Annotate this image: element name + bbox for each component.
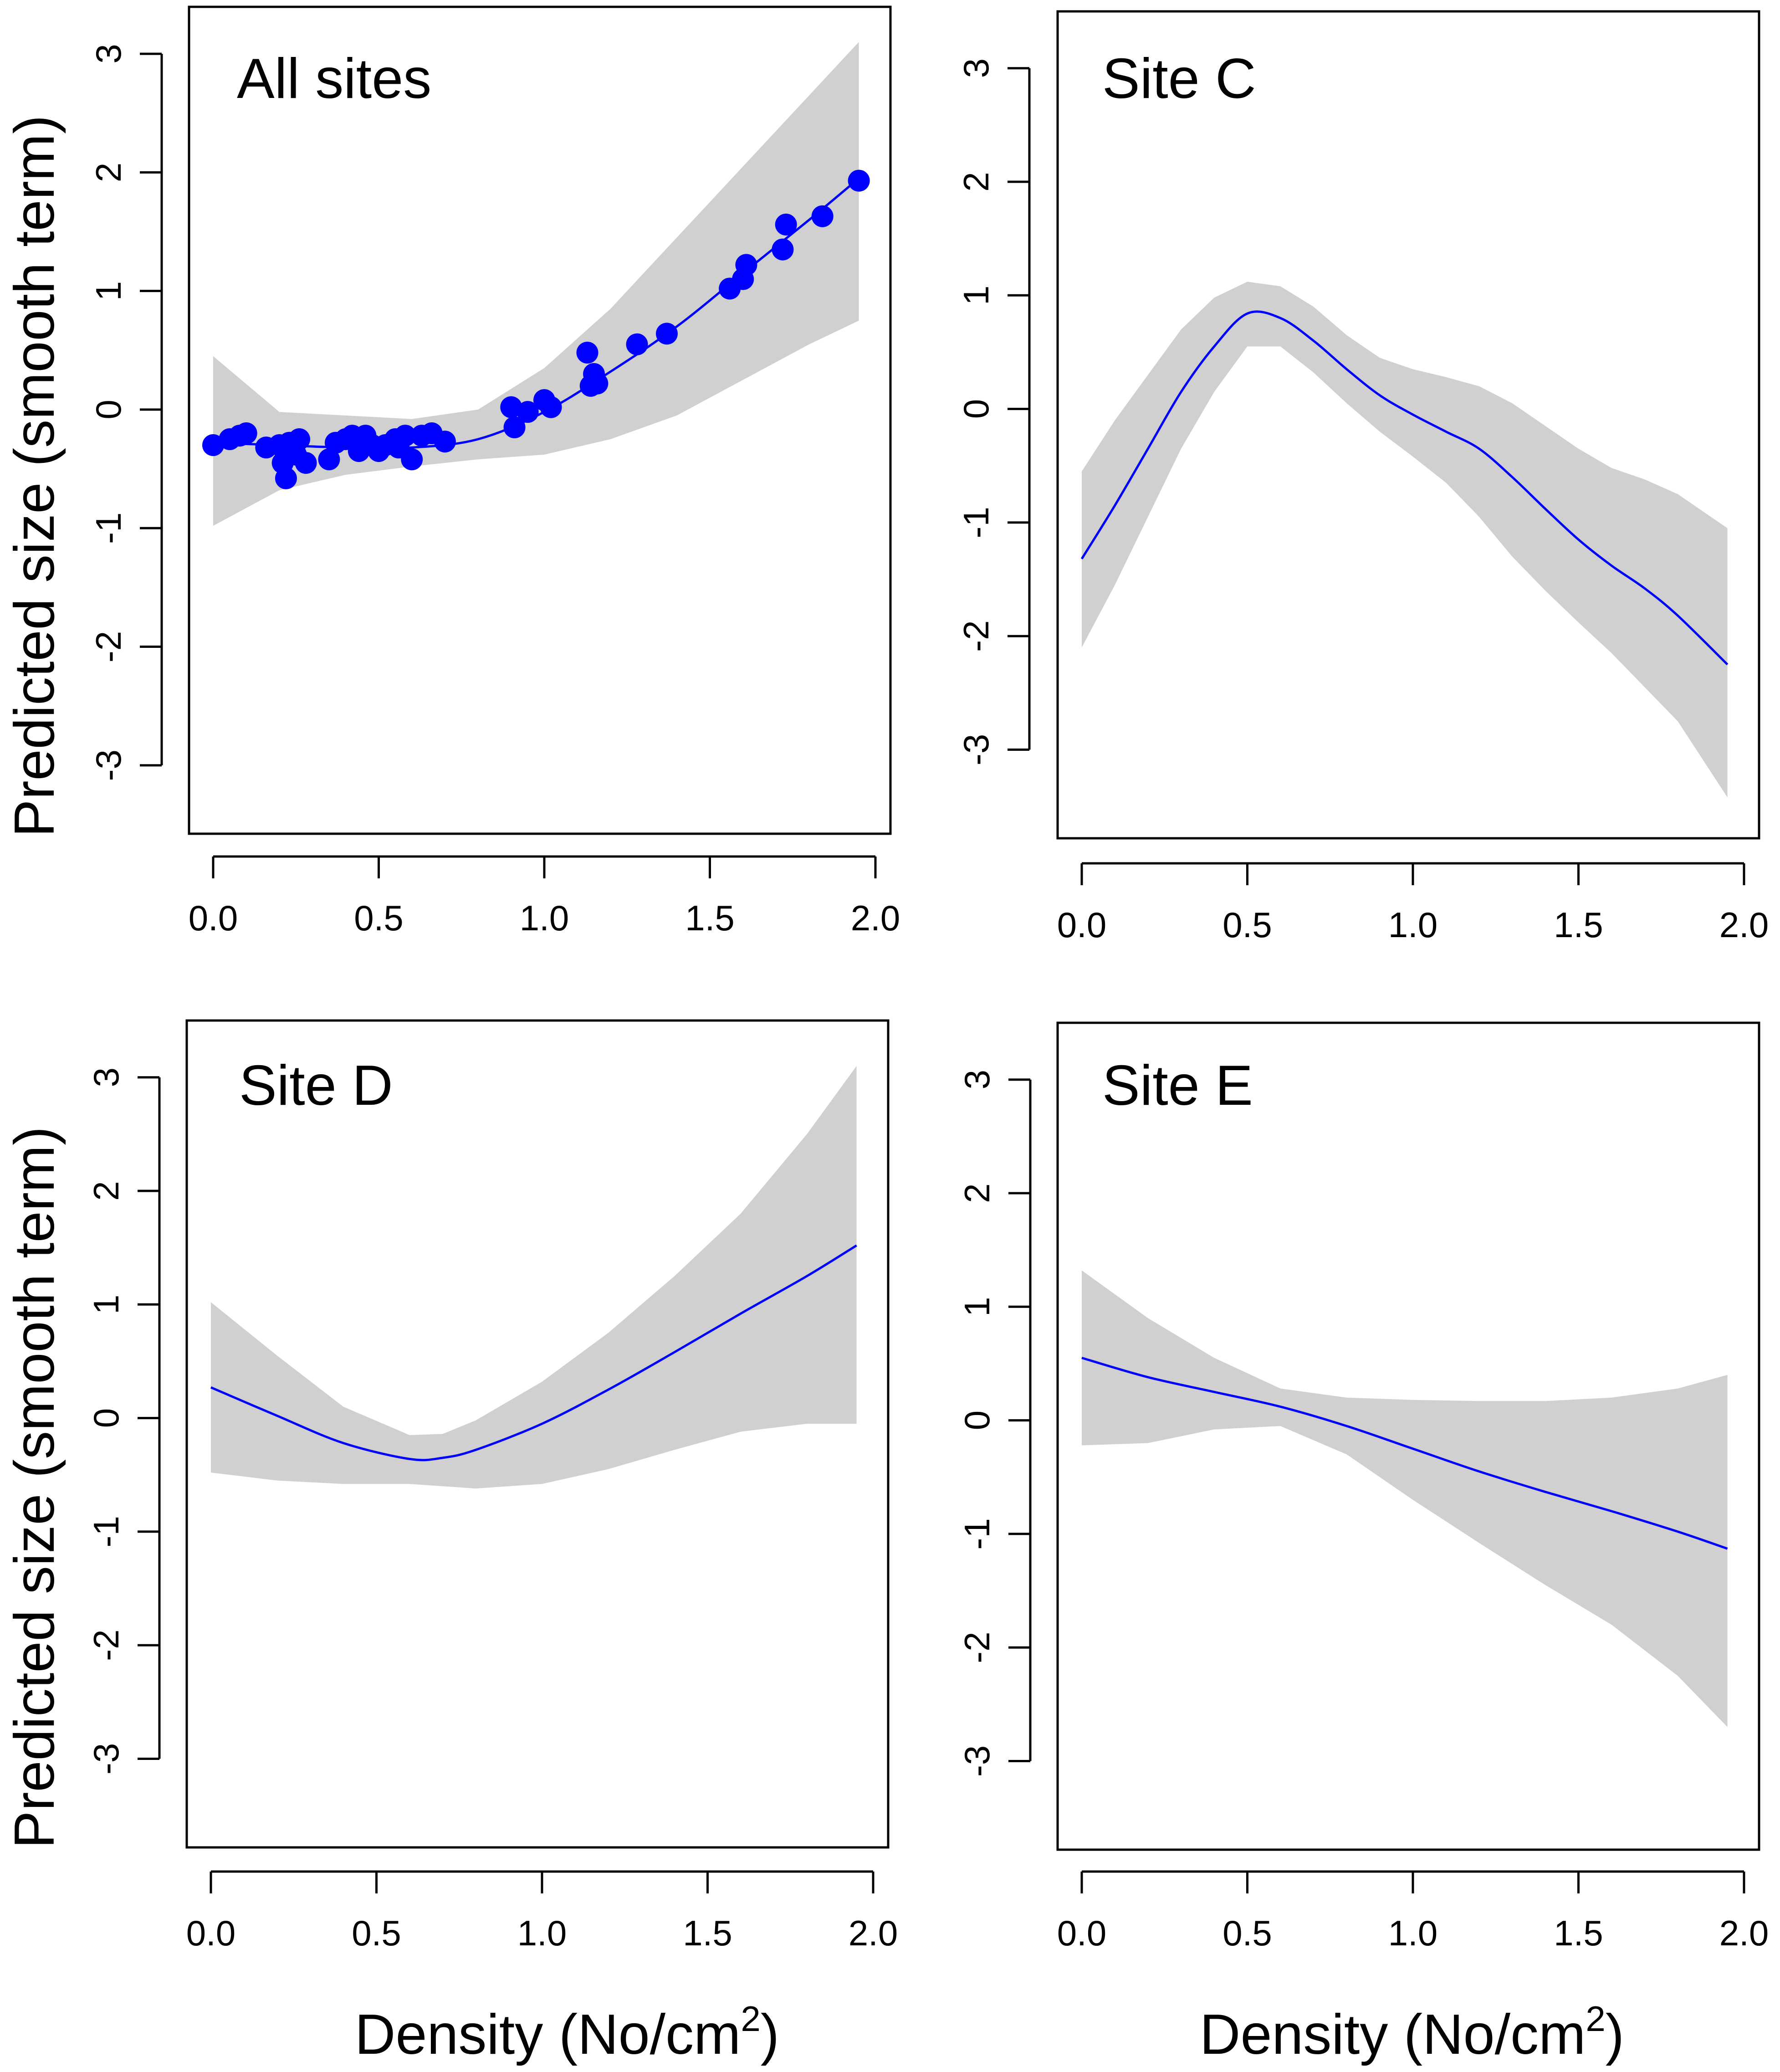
y-tick-label: 2 <box>88 163 128 182</box>
x-tick-label: 1.0 <box>520 898 569 938</box>
y-tick-label: 0 <box>88 400 128 419</box>
x-tick-label: 1.0 <box>517 1913 567 1953</box>
y-axis-label-bottom: Predicted size (smooth term) <box>3 1127 66 1849</box>
data-point <box>626 333 648 355</box>
panel-title: Site E <box>1102 1054 1253 1117</box>
y-axis-label-top: Predicted size (smooth term) <box>3 115 66 837</box>
data-point <box>517 401 539 423</box>
x-tick-label: 0.5 <box>1222 905 1272 945</box>
plot-frame <box>1056 1021 1760 1851</box>
y-tick-label: 3 <box>86 1067 126 1087</box>
y-tick-label: 0 <box>956 399 996 419</box>
y-tick-label: 1 <box>957 1297 997 1317</box>
confidence-band <box>211 1066 857 1489</box>
data-point <box>586 372 609 395</box>
confidence-band <box>1082 282 1728 798</box>
panel-all-sites: 0.0 0.5 1.0 1.5 2.0 -3 -2 -1 0 1 2 3 All sites <box>88 5 900 938</box>
y-tick-label: -1 <box>956 507 996 538</box>
y-tick-label: 2 <box>957 1183 997 1203</box>
x-axis-label-end: ) <box>761 2003 779 2066</box>
x-tick-label: 1.5 <box>683 1913 732 1953</box>
x-axis-label-end: ) <box>1606 2003 1624 2066</box>
data-point <box>848 169 870 192</box>
panel-title: Site D <box>239 1054 393 1117</box>
y-tick-label: 3 <box>957 1070 997 1089</box>
x-tick-label: 1.5 <box>1554 1913 1603 1953</box>
data-point <box>401 448 423 471</box>
smooth-line <box>210 1244 857 1462</box>
smooth-line <box>1080 310 1729 666</box>
x-tick-label: 1.0 <box>1388 905 1437 945</box>
x-tick-label: 0.5 <box>354 898 403 938</box>
x-tick-label: 0.0 <box>189 898 238 938</box>
y-tick-label: -3 <box>957 1745 997 1777</box>
data-point <box>318 448 340 471</box>
x-tick-label: 0.0 <box>186 1913 235 1953</box>
y-tick-label: -3 <box>86 1743 126 1775</box>
x-axis-label-superscript: 2 <box>741 1999 760 2039</box>
x-tick-label: 0.5 <box>1222 1913 1272 1953</box>
data-point <box>202 434 224 456</box>
data-point <box>275 467 297 489</box>
data-point <box>576 342 598 364</box>
plot-frame <box>1056 10 1760 840</box>
data-point <box>288 428 311 451</box>
data-point <box>811 205 834 227</box>
x-axis-label-left: Density (No/cm2) <box>355 1999 779 2066</box>
y-tick-label: -2 <box>88 631 128 662</box>
y-tick-label: -2 <box>957 1632 997 1663</box>
y-tick-label: -1 <box>957 1518 997 1549</box>
x-tick-label: 1.5 <box>1554 905 1603 945</box>
x-axis-label-right: Density (No/cm2) <box>1200 1999 1624 2066</box>
x-tick-label: 2.0 <box>1719 1913 1769 1953</box>
panel-title: Site C <box>1102 47 1256 110</box>
y-tick-label: 1 <box>86 1295 126 1314</box>
data-point <box>735 254 757 276</box>
y-tick-label: 2 <box>86 1181 126 1200</box>
y-tick-label: -2 <box>956 621 996 652</box>
data-point <box>394 425 416 447</box>
x-tick-label: 2.0 <box>849 1913 898 1953</box>
y-tick-label: 2 <box>956 172 996 191</box>
y-tick-label: 1 <box>956 286 996 305</box>
data-point <box>235 422 257 445</box>
confidence-band <box>1082 1270 1728 1727</box>
panel-site-d: 0.0 0.5 1.0 1.5 2.0 -3 -2 -1 0 1 2 3 Site D <box>86 1019 898 1953</box>
data-point <box>434 431 456 453</box>
y-tick-label: 1 <box>88 281 128 301</box>
y-tick-label: -1 <box>86 1516 126 1547</box>
data-point <box>655 323 678 345</box>
data-point <box>540 396 562 418</box>
x-tick-label: 2.0 <box>1719 905 1769 945</box>
y-tick-label: -1 <box>88 513 128 544</box>
data-point <box>775 213 797 236</box>
smooth-line <box>1081 1357 1728 1550</box>
x-tick-label: 1.5 <box>685 898 734 938</box>
y-tick-label: 0 <box>86 1408 126 1428</box>
y-tick-label: -2 <box>86 1630 126 1661</box>
y-tick-label: 3 <box>88 44 128 63</box>
data-point <box>295 452 317 474</box>
plot-frame <box>185 1019 890 1849</box>
x-axis-label-main: Density (No/cm <box>1200 2003 1586 2066</box>
data-point <box>503 416 526 439</box>
y-tick-label: 3 <box>956 58 996 78</box>
plot-frame <box>188 5 892 835</box>
x-tick-label: 0.0 <box>1057 1913 1106 1953</box>
data-point <box>772 238 794 261</box>
panel-site-e: 0.0 0.5 1.0 1.5 2.0 -3 -2 -1 0 1 2 3 Site E <box>957 1021 1769 1953</box>
data-point <box>500 396 522 418</box>
x-axis-label-superscript: 2 <box>1586 1999 1605 2039</box>
panel-site-c: 0.0 0.5 1.0 1.5 2.0 -3 -2 -1 0 1 2 3 Site C <box>956 10 1769 945</box>
y-tick-label: -3 <box>88 749 128 781</box>
y-tick-label: -3 <box>956 734 996 765</box>
x-tick-label: 2.0 <box>851 898 900 938</box>
y-tick-label: 0 <box>957 1410 997 1430</box>
x-tick-label: 0.5 <box>352 1913 401 1953</box>
panel-title: All sites <box>237 47 431 110</box>
x-tick-label: 1.0 <box>1388 1913 1437 1953</box>
x-axis-label-main: Density (No/cm <box>355 2003 741 2066</box>
x-tick-label: 0.0 <box>1057 905 1106 945</box>
